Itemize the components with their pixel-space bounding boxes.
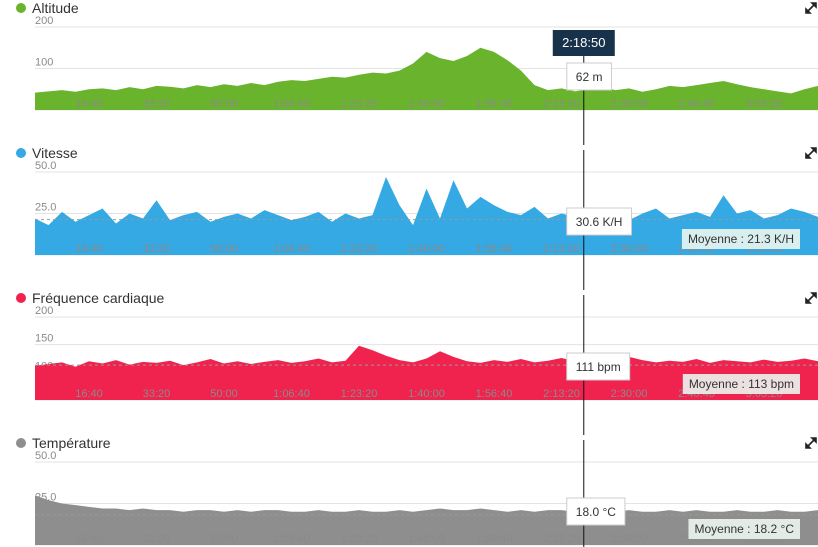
expand-icon <box>805 147 817 159</box>
legend-dot <box>16 438 26 448</box>
y-tick-label: 200 <box>35 305 53 317</box>
x-tick-label: 2:13:20 <box>543 388 580 400</box>
mean-badge: Moyenne : 113 bpm <box>682 374 800 394</box>
chart-panel: Température0.025.050.016:4033:2050:001:0… <box>16 435 818 547</box>
x-tick-label: 16:40 <box>75 243 103 255</box>
mean-label: Moyenne : 18.2 °C <box>694 522 794 536</box>
x-tick-label: 1:56:40 <box>476 388 513 400</box>
chart-title: Vitesse <box>32 145 78 161</box>
cursor-value: 18.0 °C <box>576 505 616 519</box>
cursor-value: 62 m <box>576 70 603 84</box>
cursor-value-box <box>566 62 612 91</box>
x-tick-label: 2:30:00 <box>611 243 648 255</box>
mean-label: Moyenne : 113 bpm <box>689 377 794 391</box>
x-tick-label: 1:56:40 <box>476 533 513 545</box>
expand-button[interactable] <box>805 2 817 14</box>
x-tick-label: 1:23:20 <box>341 98 378 110</box>
cursor-value-box <box>566 207 632 236</box>
expand-button[interactable] <box>805 292 817 304</box>
x-tick-label: 1:06:40 <box>273 243 310 255</box>
x-tick-label: 2:46:40 <box>678 98 715 110</box>
y-tick-label: 25.0 <box>35 202 56 214</box>
mean-badge: Moyenne : 18.2 °C <box>688 519 800 539</box>
x-tick-label: 50:00 <box>210 243 238 255</box>
cursor-value-badge: 30.6 K/H <box>566 207 632 236</box>
chart-title: Altitude <box>32 0 79 16</box>
x-tick-label: 1:23:20 <box>341 243 378 255</box>
x-tick-label: 2:30:00 <box>611 388 648 400</box>
mean-badge: Moyenne : 21.3 K/H <box>681 229 800 249</box>
chart-title: Fréquence cardiaque <box>32 290 165 306</box>
x-tick-label: 2:30:00 <box>611 533 648 545</box>
x-tick-label: 33:20 <box>143 98 171 110</box>
x-tick-label: 1:06:40 <box>273 388 310 400</box>
x-tick-label: 33:20 <box>143 388 171 400</box>
x-tick-label: 33:20 <box>143 243 171 255</box>
x-tick-label: 2:13:20 <box>543 243 580 255</box>
x-tick-label: 1:06:40 <box>273 98 310 110</box>
area <box>35 47 818 110</box>
x-tick-label: 1:23:20 <box>341 388 378 400</box>
y-tick-label: 50.0 <box>35 160 56 172</box>
x-tick-label: 50:00 <box>210 98 238 110</box>
y-tick-label: 50.0 <box>35 450 56 462</box>
expand-icon <box>805 292 817 304</box>
x-tick-label: 1:40:00 <box>408 98 445 110</box>
x-tick-label: 2:13:20 <box>543 98 580 110</box>
chart-panel: Altitude010020016:4033:2050:001:06:401:2… <box>16 0 818 145</box>
x-tick-label: 50:00 <box>210 533 238 545</box>
cursor-value-box <box>566 352 631 381</box>
cursor-value-badge: 62 m <box>566 62 612 91</box>
x-tick-label: 2:30:00 <box>611 98 648 110</box>
legend-dot <box>16 293 26 303</box>
x-tick-label: 1:56:40 <box>476 98 513 110</box>
cursor-value-box <box>566 497 626 526</box>
expand-icon <box>805 437 817 449</box>
expand-icon <box>805 2 817 14</box>
x-tick-label: 16:40 <box>75 98 103 110</box>
x-tick-label: 1:23:20 <box>341 533 378 545</box>
x-tick-label: 1:06:40 <box>273 533 310 545</box>
y-tick-label: 200 <box>35 15 53 27</box>
chart-panel: Vitesse0.025.050.016:4033:2050:001:06:40… <box>16 145 818 290</box>
cursor-time: 2:18:50 <box>562 35 605 50</box>
mean-label: Moyenne : 21.3 K/H <box>688 232 794 246</box>
x-tick-label: 16:40 <box>75 388 103 400</box>
expand-button[interactable] <box>805 437 817 449</box>
x-tick-label: 50:00 <box>210 388 238 400</box>
cursor-value: 111 bpm <box>576 360 621 374</box>
x-tick-label: 1:40:00 <box>408 533 445 545</box>
mean-box <box>681 229 800 249</box>
x-tick-label: 1:56:40 <box>476 243 513 255</box>
x-tick-label: 16:40 <box>75 533 103 545</box>
cursor-value-badge: 18.0 °C <box>566 497 626 526</box>
cursor-time-box <box>552 30 615 56</box>
cursor-value-badge: 111 bpm <box>566 352 631 381</box>
cursor-value: 30.6 K/H <box>576 215 623 229</box>
x-tick-label: 1:40:00 <box>408 243 445 255</box>
x-tick-label: 1:40:00 <box>408 388 445 400</box>
chart-title: Température <box>32 435 111 451</box>
x-tick-label: 33:20 <box>143 533 171 545</box>
legend-dot <box>16 148 26 158</box>
mean-box <box>682 374 800 394</box>
area <box>35 495 818 545</box>
y-tick-label: 150 <box>35 333 53 345</box>
x-tick-label: 2:13:20 <box>543 533 580 545</box>
x-tick-label: 3:03:20 <box>746 98 783 110</box>
expand-button[interactable] <box>805 147 817 159</box>
legend-dot <box>16 3 26 13</box>
mean-box <box>688 519 800 539</box>
y-tick-label: 100 <box>35 57 53 69</box>
chart-panel: Fréquence cardiaque5010015020016:4033:20… <box>16 290 818 435</box>
